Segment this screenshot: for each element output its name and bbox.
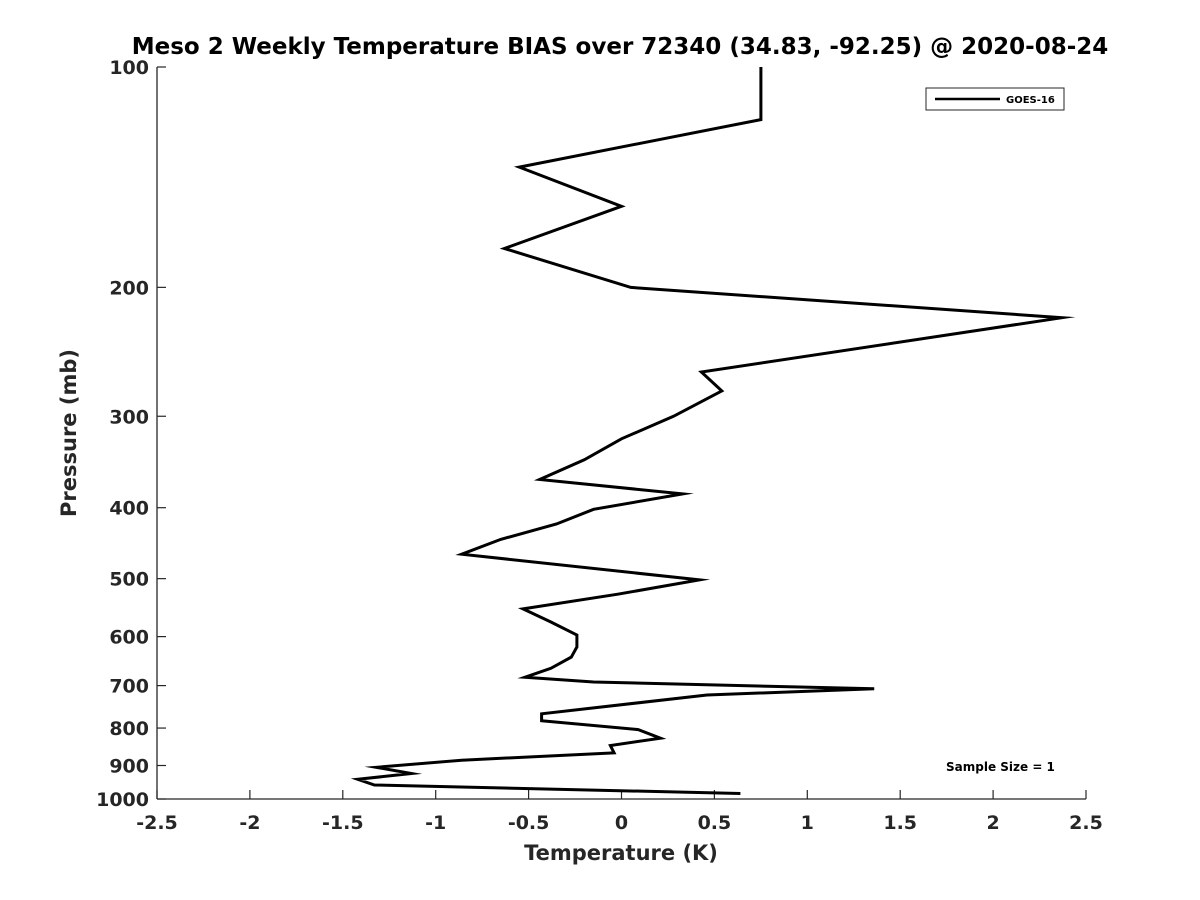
x-tick-label: -2 bbox=[239, 812, 260, 834]
y-tick-label: 500 bbox=[109, 569, 149, 591]
chart-title: Meso 2 Weekly Temperature BIAS over 7234… bbox=[132, 34, 1109, 60]
sample-size-annotation: Sample Size = 1 bbox=[946, 760, 1055, 774]
legend: GOES-16 bbox=[925, 87, 1065, 111]
y-tick-label: 700 bbox=[109, 676, 149, 698]
y-tick-label: 200 bbox=[109, 277, 149, 299]
x-tick-label: 1 bbox=[801, 812, 814, 834]
y-tick-label: 800 bbox=[109, 718, 149, 740]
x-ticks: -2.5 -2 -1.5 -1 -0.5 0 0.5 1 1.5 2 2.5 bbox=[136, 790, 1103, 834]
x-tick-label: 0 bbox=[615, 812, 628, 834]
y-tick-label: 1000 bbox=[96, 789, 149, 811]
series-group bbox=[350, 67, 1076, 795]
y-tick-label: 600 bbox=[109, 627, 149, 649]
x-tick-label: 2 bbox=[986, 812, 999, 834]
y-axis-label: Pressure (mb) bbox=[57, 349, 81, 517]
series-line-goes-16 bbox=[350, 67, 1076, 795]
y-tick-label: 400 bbox=[109, 498, 149, 520]
x-tick-label: 1.5 bbox=[883, 812, 917, 834]
x-tick-label: -0.5 bbox=[508, 812, 550, 834]
y-tick-label: 300 bbox=[109, 406, 149, 428]
y-tick-label: 100 bbox=[109, 57, 149, 79]
x-axis-label: Temperature (K) bbox=[524, 841, 718, 865]
x-tick-label: -2.5 bbox=[136, 812, 178, 834]
x-tick-label: 2.5 bbox=[1069, 812, 1103, 834]
x-tick-label: -1 bbox=[425, 812, 446, 834]
x-tick-label: -1.5 bbox=[322, 812, 364, 834]
plot-area bbox=[157, 67, 1086, 799]
legend-label-goes-16: GOES-16 bbox=[1006, 95, 1055, 106]
y-tick-label: 900 bbox=[109, 756, 149, 778]
y-ticks: 100 200 300 400 500 600 700 800 900 1000 bbox=[96, 57, 166, 811]
x-tick-label: 0.5 bbox=[698, 812, 732, 834]
